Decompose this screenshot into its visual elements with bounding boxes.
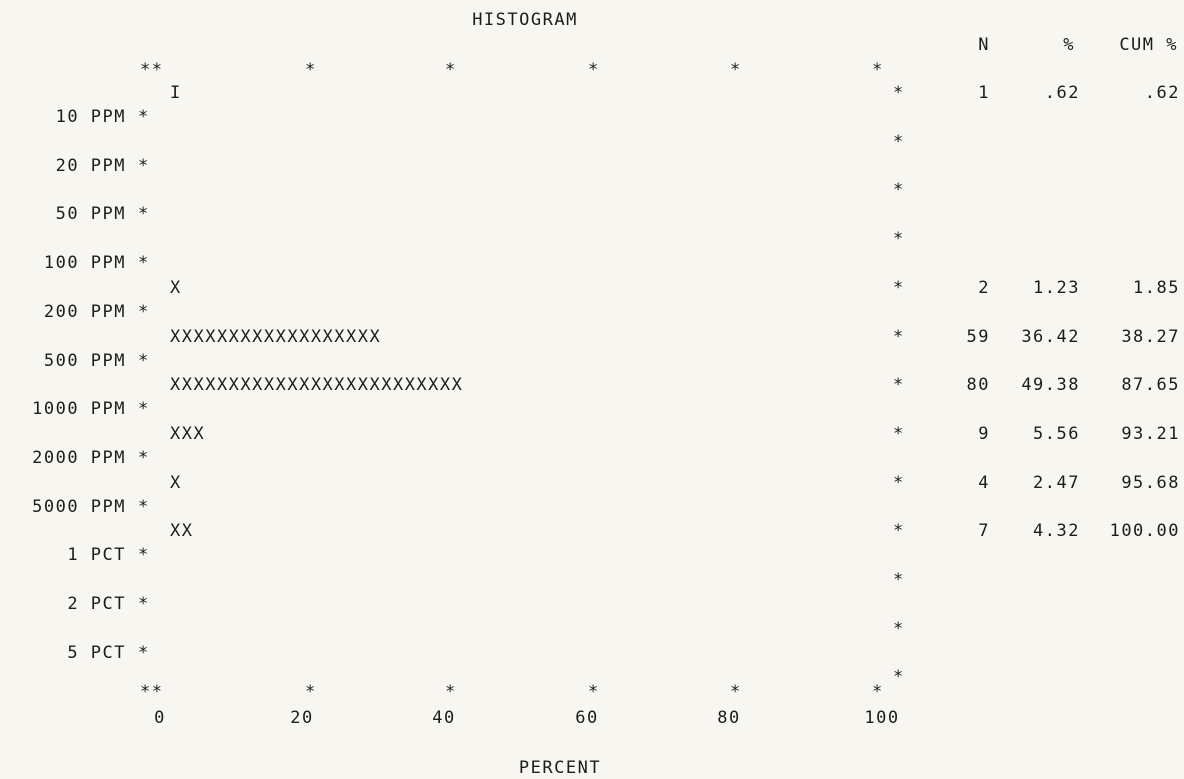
pct-value-5: 36.42 [1021,326,1080,347]
table-header-1: % [1063,35,1075,55]
pct-value-7: 5.56 [1033,423,1080,444]
x-tick-label-0: 0 [154,708,166,728]
boundary-label-3: 100 PPM [43,253,126,274]
right-star-2: * [893,180,905,201]
top-axis-star-1: * [445,60,457,80]
boundary-label-9: 1 PCT [67,545,126,566]
right-star-7: * [893,423,905,444]
bar-7: XXX [170,423,206,444]
boundary-star-0: * [138,107,150,127]
bar-0: I [170,83,182,103]
top-axis-star-2: * [588,60,600,80]
top-axis-star-3: * [730,60,742,80]
right-star-9: * [893,521,905,542]
pct-value-8: 2.47 [1033,472,1080,493]
right-star-5: * [893,326,905,347]
right-star-1: * [893,131,905,152]
n-value-0: 1 [978,83,990,103]
cum-value-5: 38.27 [1121,326,1180,347]
boundary-star-1: * [138,155,150,176]
bar-5: XXXXXXXXXXXXXXXXXX [170,326,382,347]
cum-value-8: 95.68 [1121,472,1180,493]
boundary-label-10: 2 PCT [67,594,126,614]
right-star-8: * [893,472,905,493]
bar-4: X [170,277,182,298]
cum-value-7: 93.21 [1121,423,1180,444]
n-value-4: 2 [978,277,990,298]
right-star-11: * [893,618,905,639]
boundary-star-11: * [138,642,150,663]
x-tick-label-2: 40 [432,708,456,728]
boundary-star-6: * [138,399,150,420]
boundary-star-2: * [138,204,150,225]
right-star-0: * [893,83,905,103]
x-tick-label-5: 100 [864,708,900,728]
boundary-star-10: * [138,594,150,614]
right-star-4: * [893,277,905,298]
boundary-star-3: * [138,253,150,274]
pct-value-0: .62 [1044,83,1080,103]
bottom-axis-corner: ** [140,682,164,702]
bar-9: XX [170,521,194,542]
bottom-axis-star-1: * [445,682,457,702]
bar-6: XXXXXXXXXXXXXXXXXXXXXXXXX [170,375,464,396]
top-axis-corner: ** [140,60,164,80]
cum-value-9: 100.00 [1109,521,1180,542]
right-star-10: * [893,570,905,590]
x-axis-label: PERCENT [518,758,602,778]
bottom-axis-star-3: * [730,682,742,702]
x-tick-label-4: 80 [717,708,741,728]
boundary-label-5: 500 PPM [43,350,126,371]
boundary-star-9: * [138,545,150,566]
boundary-star-5: * [138,350,150,371]
cum-value-4: 1.85 [1133,277,1180,298]
top-axis-star-4: * [872,60,884,80]
bottom-axis-star-2: * [588,682,600,702]
cum-value-6: 87.65 [1121,375,1180,396]
pct-value-4: 1.23 [1033,277,1080,298]
boundary-label-7: 2000 PPM [32,447,126,468]
bottom-axis-star-4: * [872,682,884,702]
n-value-8: 4 [978,472,990,493]
n-value-9: 7 [978,521,990,542]
boundary-label-4: 200 PPM [43,301,126,322]
boundary-label-1: 20 PPM [55,155,126,176]
bottom-axis-star-0: * [305,682,317,702]
n-value-7: 9 [978,423,990,444]
n-value-5: 59 [966,326,990,347]
n-value-6: 80 [966,375,990,396]
right-star-6: * [893,375,905,396]
x-tick-label-1: 20 [290,708,314,728]
table-header-2: CUM % [1119,35,1178,55]
boundary-label-8: 5000 PPM [32,496,126,517]
cum-value-0: .62 [1144,83,1180,103]
boundary-star-4: * [138,301,150,322]
boundary-label-11: 5 PCT [67,642,126,663]
right-star-12: * [893,667,905,688]
boundary-star-7: * [138,447,150,468]
right-star-3: * [893,229,905,250]
chart-title: HISTOGRAM [472,10,578,30]
pct-value-9: 4.32 [1033,521,1080,542]
top-axis-star-0: * [305,60,317,80]
pct-value-6: 49.38 [1021,375,1080,396]
boundary-label-2: 50 PPM [55,204,126,225]
bar-8: X [170,472,182,493]
boundary-star-8: * [138,496,150,517]
boundary-label-0: 10 PPM [55,107,126,127]
boundary-label-6: 1000 PPM [32,399,126,420]
table-header-0: N [978,35,990,55]
x-tick-label-3: 60 [575,708,599,728]
